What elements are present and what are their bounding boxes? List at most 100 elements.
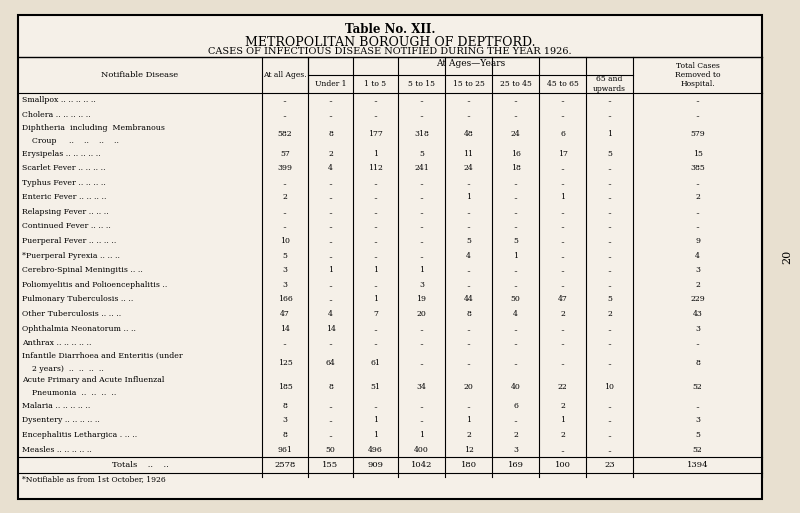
Text: ..: .. — [373, 402, 378, 410]
Text: Malaria .. .. .. .. ..: Malaria .. .. .. .. .. — [22, 402, 90, 410]
Text: 34: 34 — [417, 383, 426, 390]
Text: Cholera .. .. .. .. ..: Cholera .. .. .. .. .. — [22, 111, 90, 119]
Text: 112: 112 — [368, 164, 383, 172]
Text: Measles .. .. .. .. ..: Measles .. .. .. .. .. — [22, 446, 92, 453]
Text: ..: .. — [373, 179, 378, 187]
Text: ..: .. — [328, 281, 333, 289]
Text: 2: 2 — [695, 281, 700, 289]
Text: Enteric Fever .. .. .. ..: Enteric Fever .. .. .. .. — [22, 193, 106, 201]
Text: ..: .. — [466, 359, 471, 366]
Text: 8: 8 — [328, 130, 333, 138]
Text: ..: .. — [419, 208, 424, 216]
Text: 50: 50 — [510, 295, 521, 303]
Text: ..: .. — [373, 237, 378, 245]
Text: ..: .. — [607, 446, 612, 453]
Text: 3: 3 — [695, 266, 700, 274]
Text: 8: 8 — [328, 383, 333, 390]
Text: 16: 16 — [510, 149, 521, 157]
Text: Diphtheria  including  Membranous: Diphtheria including Membranous — [22, 124, 165, 132]
Text: 5: 5 — [282, 252, 287, 260]
Text: 5: 5 — [695, 431, 700, 439]
Text: ..: .. — [282, 111, 287, 119]
Text: Croup     ..    ..    ..    ..: Croup .. .. .. .. — [22, 136, 119, 145]
Text: ..: .. — [560, 339, 565, 347]
Text: ..: .. — [560, 237, 565, 245]
Text: 1: 1 — [373, 266, 378, 274]
Text: ..: .. — [695, 96, 700, 104]
Text: 2: 2 — [466, 431, 471, 439]
Text: ..: .. — [282, 179, 287, 187]
Text: 14: 14 — [280, 325, 290, 332]
Text: 8: 8 — [282, 402, 287, 410]
Text: 3: 3 — [695, 325, 700, 332]
Text: ..: .. — [282, 223, 287, 230]
Text: 166: 166 — [278, 295, 292, 303]
Text: ..: .. — [695, 111, 700, 119]
Text: ..: .. — [466, 223, 471, 230]
Text: CASES OF INFECTIOUS DISEASE NOTIFIED DURING THE YEAR 1926.: CASES OF INFECTIOUS DISEASE NOTIFIED DUR… — [208, 47, 572, 56]
Text: ..: .. — [607, 252, 612, 260]
Text: 3: 3 — [282, 417, 287, 424]
Text: 22: 22 — [558, 383, 567, 390]
Text: ..: .. — [466, 208, 471, 216]
Text: ..: .. — [466, 179, 471, 187]
Text: ..: .. — [466, 339, 471, 347]
Text: 1: 1 — [373, 417, 378, 424]
Text: Ophthalmia Neonatorum .. ..: Ophthalmia Neonatorum .. .. — [22, 325, 136, 332]
Text: ..: .. — [695, 339, 700, 347]
Text: ..: .. — [513, 193, 518, 201]
Text: 582: 582 — [278, 130, 292, 138]
Text: 579: 579 — [690, 130, 705, 138]
Text: 47: 47 — [558, 295, 567, 303]
Text: 3: 3 — [695, 417, 700, 424]
Text: 43: 43 — [693, 310, 702, 318]
Text: ..: .. — [328, 193, 333, 201]
Text: 318: 318 — [414, 130, 429, 138]
Text: 3: 3 — [282, 266, 287, 274]
Text: ..: .. — [560, 223, 565, 230]
Text: 169: 169 — [507, 461, 523, 469]
Text: ..: .. — [513, 223, 518, 230]
Text: ..: .. — [560, 208, 565, 216]
Text: ..: .. — [607, 164, 612, 172]
Text: ..: .. — [419, 339, 424, 347]
Text: 961: 961 — [278, 446, 293, 453]
Text: 241: 241 — [414, 164, 429, 172]
Text: ..: .. — [695, 223, 700, 230]
Text: 185: 185 — [278, 383, 292, 390]
Text: 11: 11 — [463, 149, 474, 157]
Text: ..: .. — [419, 359, 424, 366]
Text: 40: 40 — [510, 383, 521, 390]
Text: ..: .. — [419, 223, 424, 230]
Text: Table No. XII.: Table No. XII. — [345, 23, 435, 36]
Text: 2: 2 — [560, 310, 565, 318]
Text: ..: .. — [373, 223, 378, 230]
Text: ..: .. — [328, 417, 333, 424]
Text: 8: 8 — [282, 431, 287, 439]
Text: ..: .. — [419, 325, 424, 332]
Text: Cerebro-Spinal Meningitis .. ..: Cerebro-Spinal Meningitis .. .. — [22, 266, 143, 274]
Text: ..: .. — [373, 339, 378, 347]
Text: ..: .. — [607, 266, 612, 274]
Text: Erysipelas .. .. .. .. ..: Erysipelas .. .. .. .. .. — [22, 149, 101, 157]
FancyBboxPatch shape — [18, 15, 762, 499]
Text: ..: .. — [513, 96, 518, 104]
Text: 8: 8 — [695, 359, 700, 366]
Text: 1: 1 — [466, 417, 471, 424]
Text: 2: 2 — [695, 193, 700, 201]
Text: Scarlet Fever .. .. .. ..: Scarlet Fever .. .. .. .. — [22, 164, 106, 172]
Text: ..: .. — [328, 252, 333, 260]
Text: 18: 18 — [510, 164, 521, 172]
Text: ..: .. — [373, 325, 378, 332]
Text: ..: .. — [560, 96, 565, 104]
Text: 2 years)  ..  ..  ..  ..: 2 years) .. .. .. .. — [22, 365, 104, 373]
Text: ..: .. — [607, 237, 612, 245]
Text: 100: 100 — [554, 461, 570, 469]
Text: 20: 20 — [463, 383, 474, 390]
Text: ..: .. — [466, 266, 471, 274]
Text: 5: 5 — [513, 237, 518, 245]
Text: ..: .. — [607, 417, 612, 424]
Text: ..: .. — [373, 111, 378, 119]
Text: ..: .. — [466, 111, 471, 119]
Text: 5: 5 — [419, 149, 424, 157]
